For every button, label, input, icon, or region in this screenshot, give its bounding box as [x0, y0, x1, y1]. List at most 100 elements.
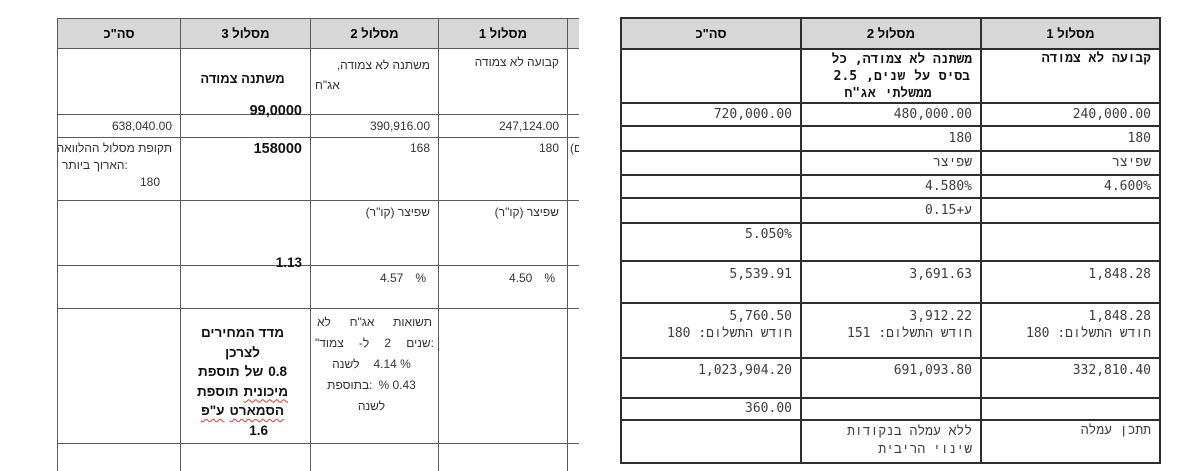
- cell-content: 5,539.91: [623, 263, 799, 282]
- cell-line: חודש התשלום: 151: [847, 326, 972, 341]
- cell-content: 180: [803, 128, 979, 146]
- table-cell: 5,539.91: [620, 260, 802, 304]
- cell-content: קבועה לא צמודה: [983, 51, 1158, 66]
- cell-line: 720,000.00: [713, 107, 792, 122]
- cell-line: מדד המחירים: [200, 325, 285, 340]
- cell-line: קבועה לא צמודה: [474, 55, 559, 69]
- cell-content: 5.050%: [623, 225, 799, 242]
- annotation-overlay: 158000: [253, 141, 302, 157]
- cell-line: 360.00: [745, 401, 792, 416]
- cell-line: 4.57%: [312, 271, 438, 285]
- cell-line: (ם: [570, 141, 579, 155]
- table-cell: שפיצר: [980, 150, 1161, 176]
- cell-content: שפיצר: [983, 153, 1158, 170]
- table-cell: 180: [800, 125, 982, 152]
- table-cell: 180: [438, 137, 568, 201]
- table-row: שפיצר שפיצר: [620, 150, 1161, 176]
- cell-content: לא אג"ח תשואות צמוד" ל- 2 שנים: לשנה 4.14 % בתוספ…: [312, 310, 438, 418]
- cell-line: 1,023,904.20: [698, 363, 792, 378]
- text-token: לשנה: [332, 357, 360, 371]
- header-row: סה"כ מסלול 3 מסלול 2 מסלול 1: [57, 18, 579, 49]
- table-cell: 1,848.28 חודש התשלום: 180: [980, 302, 1161, 359]
- text-token: שנים:: [406, 336, 434, 350]
- header-cell: מסלול 2: [800, 17, 982, 50]
- cell-line: 3,691.63: [909, 267, 972, 282]
- cell-line: 180: [948, 131, 972, 146]
- table-cell: תתכן עמלה: [980, 419, 1161, 464]
- cell-line: 1,848.28: [1088, 309, 1151, 324]
- cell-content: 4.580%: [803, 177, 979, 194]
- text-token-misspelled: מיכונית: [243, 383, 289, 399]
- table-cell: 240,000.00: [980, 102, 1161, 127]
- cell-content: משתנה לא צמודה, אג"ח: [312, 50, 438, 96]
- table-row: 4.580% 4.600%: [620, 174, 1161, 199]
- text-token: 2: [384, 336, 392, 350]
- cell-line: 247,124.00: [498, 119, 559, 133]
- header-cell: מסלול 2: [310, 18, 439, 49]
- cell-line: 390,916.00: [369, 119, 430, 133]
- table-row: תקופת מסלול ההלוואה הארוך ביותר: 180 168 180…: [57, 137, 579, 201]
- cell-content: 247,124.00: [440, 116, 567, 133]
- cell-line: 4.50%: [440, 271, 567, 285]
- cell-line: לא אג"ח תשואות: [312, 312, 438, 333]
- table-cell: [310, 443, 439, 471]
- table-cell: [620, 197, 802, 224]
- table-cell: [567, 308, 579, 444]
- table-cell: ללא עמלה בנקודות שינוי הריבית: [800, 419, 982, 464]
- table-cell: משתנה לא צמודה, כל 2.5 שנים, על בסיס אג"ח ממשל…: [800, 48, 982, 104]
- table-cell: 3,691.63: [800, 260, 982, 304]
- cell-content: 168: [312, 139, 438, 155]
- cell-line: 5,539.91: [729, 267, 792, 282]
- cell-content: 180: [440, 139, 567, 155]
- table-row: 5,760.50 חודש התשלום: 180 3,912.22 חודש התש…: [620, 302, 1161, 359]
- table-cell: 1,848.28: [980, 260, 1161, 304]
- text-token: 0.8: [268, 364, 287, 379]
- cell-content: 4.57%: [312, 267, 438, 285]
- table-cell: (ם: [567, 137, 579, 201]
- table-cell: [57, 265, 181, 309]
- cell-content: משתנה צמודה: [182, 50, 310, 86]
- cell-line: תוספת של 0.8: [182, 362, 310, 382]
- table-cell: [57, 308, 181, 444]
- cell-line: משתנה צמודה: [200, 71, 285, 86]
- table-cell: 5.050%: [620, 222, 802, 262]
- cell-content: ע+0.15: [803, 200, 979, 218]
- cell-line: משתנה לא צמודה,: [336, 58, 430, 72]
- cell-line: ע"פ הסמארט: [182, 401, 310, 421]
- table-cell: [180, 443, 311, 471]
- cell-line: חודש התשלום: 180: [1026, 326, 1151, 341]
- text-token: על: [914, 69, 930, 84]
- table-cell: 168: [310, 137, 439, 201]
- table-cell: תקופת מסלול ההלוואה הארוך ביותר: 180: [57, 137, 181, 201]
- text-token: %: [415, 271, 426, 285]
- table-row: ע+0.15: [620, 197, 1161, 224]
- cell-content: שפיצר (קו"ר): [312, 202, 438, 219]
- cell-content: 638,040.00: [59, 116, 180, 133]
- table-row: 720,000.00 480,000.00 240,000.00: [620, 102, 1161, 127]
- cell-line: צמוד" ל- 2 שנים:: [312, 333, 438, 354]
- text-token: צמוד": [315, 336, 344, 350]
- cell-content: תקופת מסלול ההלוואה הארוך ביותר: 180: [59, 139, 180, 192]
- cell-line: 480,000.00: [893, 107, 972, 122]
- cell-content: 5,760.50 חודש התשלום: 180: [623, 305, 799, 342]
- cell-line: לשנה: [357, 399, 386, 413]
- text-token-misspelled: ע"פ: [200, 403, 225, 418]
- text-token: אג"ח: [844, 86, 876, 101]
- table-cell: [567, 200, 579, 266]
- cell-line: שפיצר (קו"ר): [365, 205, 430, 219]
- cell-line: 240,000.00: [1072, 107, 1151, 122]
- annotation-overlay: 1.13: [275, 255, 302, 270]
- cell-line: 4.580%: [925, 179, 972, 194]
- cell-content: 4.600%: [983, 177, 1158, 194]
- cell-content: 240,000.00: [983, 105, 1158, 122]
- cell-content: משתנה לא צמודה, כל 2.5 שנים, על בסיס אג"ח ממשל…: [803, 51, 979, 101]
- text-token-misspelled: הסמארט: [229, 403, 285, 418]
- cell-line: 2.5 שנים, על בסיס: [803, 68, 979, 85]
- table-row: 360.00: [620, 397, 1161, 421]
- cell-content: 691,093.80: [803, 360, 979, 378]
- table-cell: 691,093.80: [800, 357, 982, 399]
- text-token: שנים,: [866, 69, 906, 84]
- table-cell: [620, 174, 802, 199]
- text-token: בסיס: [938, 69, 970, 84]
- table-cell: 180: [980, 125, 1161, 152]
